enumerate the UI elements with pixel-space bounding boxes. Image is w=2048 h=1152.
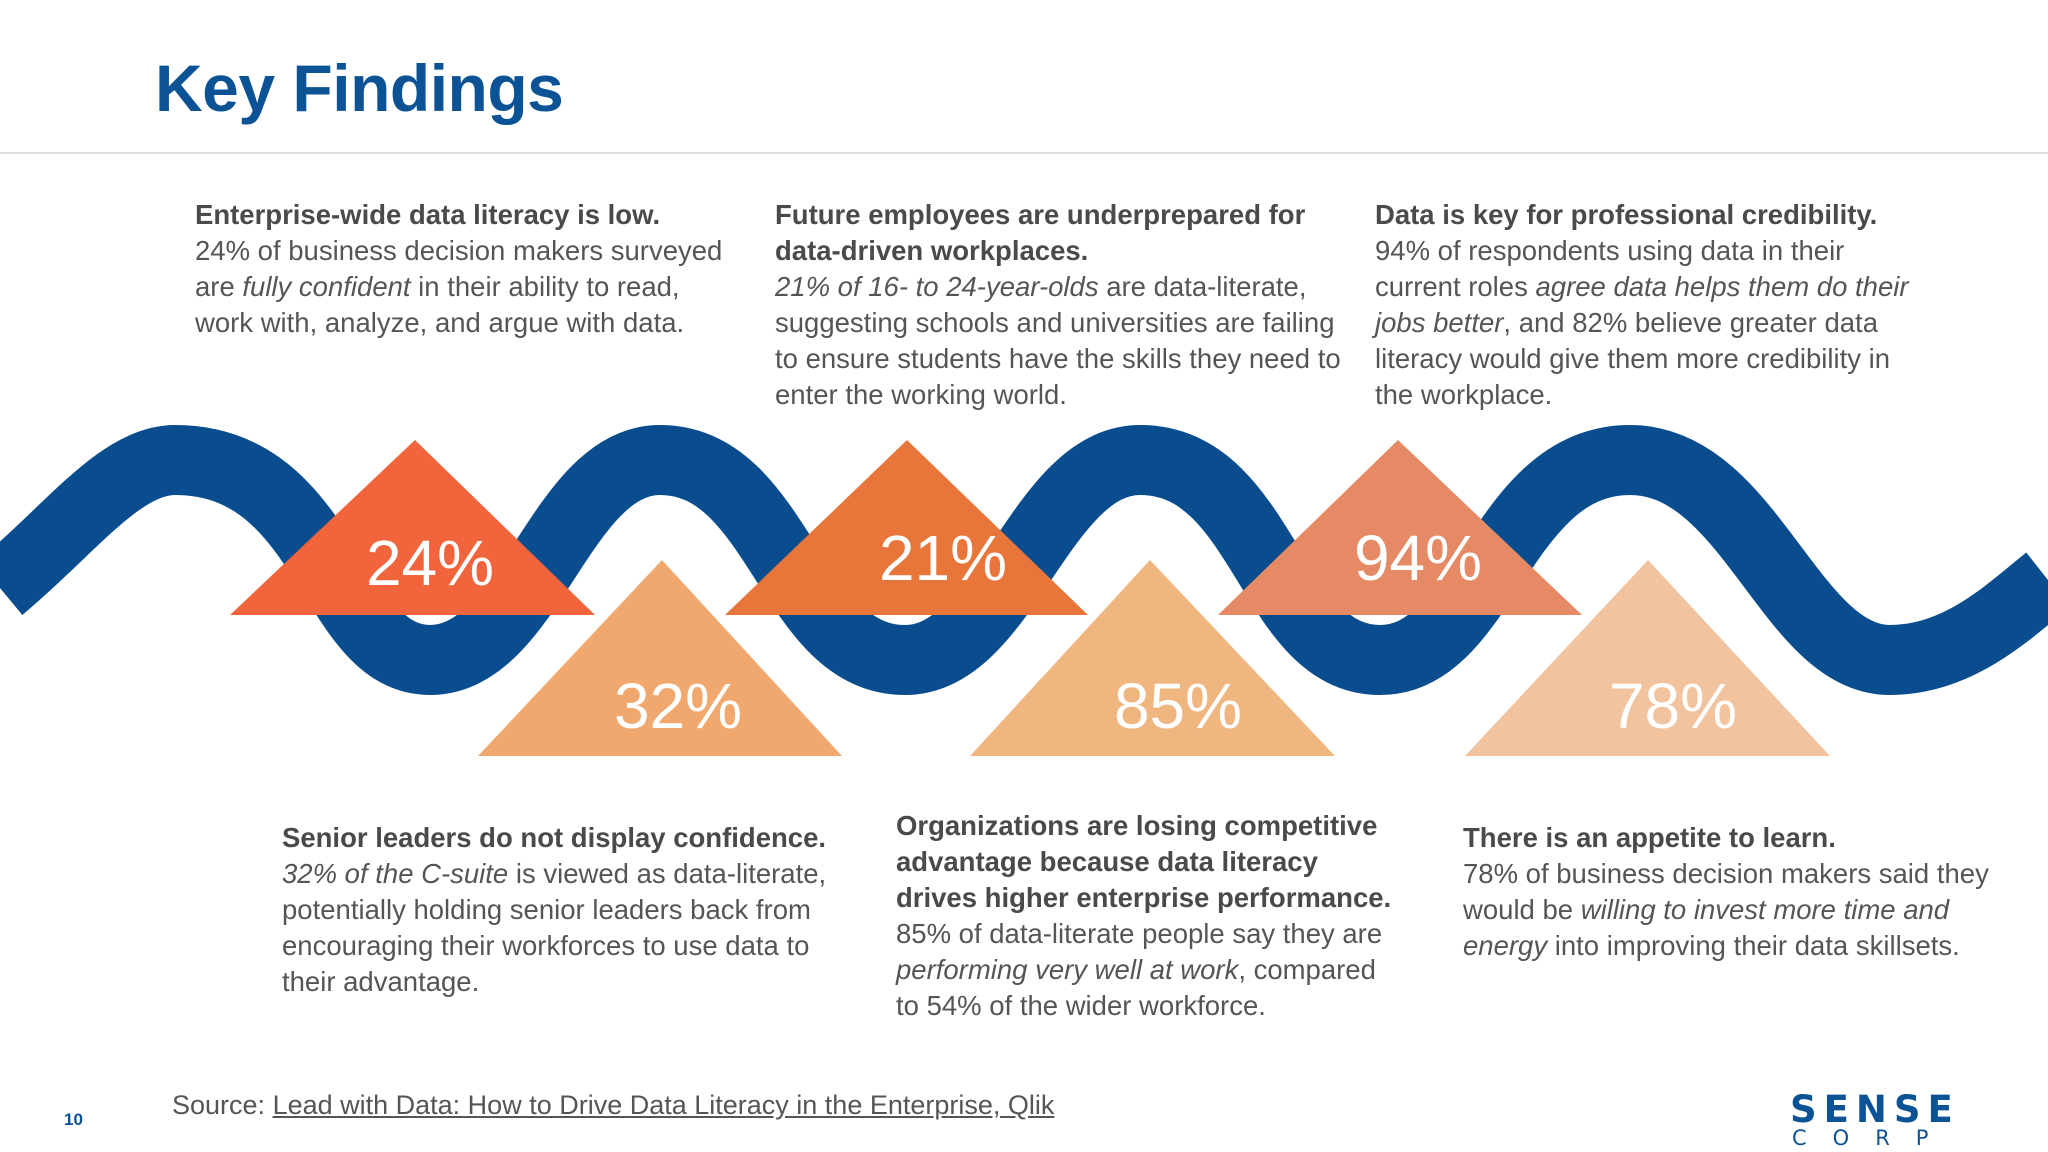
triangle-78-shape (1465, 560, 1830, 756)
finding-body: 21% of 16- to 24-year-olds are data-lite… (775, 269, 1345, 413)
triangle-78: 78% (1465, 560, 1830, 756)
stat-32: 32% (614, 670, 742, 742)
finding-future-employees: Future employees are underprepared for d… (775, 197, 1345, 413)
finding-text: in their ability to read, work with, ana… (195, 271, 685, 338)
triangle-21: 21% (725, 440, 1088, 615)
stat-85: 85% (1114, 670, 1242, 742)
stat-24: 24% (366, 527, 494, 599)
findings-wave-graphic: 24% 32% 21% 85% 94% 78% (0, 424, 2048, 756)
finding-heading: Enterprise-wide data literacy is low. (195, 199, 661, 230)
finding-body: 32% of the C-suite is viewed as data-lit… (282, 856, 842, 1000)
finding-text: is viewed as data-literate, potentially … (282, 858, 827, 997)
finding-body: 94% of respondents using data in their c… (1375, 233, 1935, 413)
triangle-85: 85% (970, 560, 1335, 756)
finding-emphasis: 21% of 16- to 24-year-olds (775, 271, 1099, 302)
triangle-32: 32% (478, 560, 842, 756)
finding-heading: Organizations are losing competitive adv… (896, 810, 1392, 913)
triangle-94-shape (1218, 440, 1582, 615)
triangle-32-shape (478, 560, 842, 756)
triangle-21-shape (725, 440, 1088, 615)
source-citation: Source: Lead with Data: How to Drive Dat… (172, 1090, 1054, 1121)
triangle-85-shape (970, 560, 1335, 756)
finding-body: 78% of business decision makers said the… (1463, 856, 2003, 964)
finding-body: 24% of business decision makers surveyed… (195, 233, 735, 341)
page-number: 10 (64, 1110, 83, 1129)
finding-text: 78% of business decision makers said the… (1463, 858, 1989, 925)
finding-heading: Future employees are underprepared for d… (775, 199, 1306, 266)
finding-text: 24% of business decision makers surveyed… (195, 235, 723, 302)
source-label: Source: (172, 1090, 273, 1120)
title-divider (0, 152, 2048, 154)
stat-21: 21% (879, 522, 1007, 594)
finding-emphasis: agree data helps them do their jobs bett… (1375, 271, 1909, 338)
stat-78: 78% (1609, 670, 1737, 742)
finding-heading: There is an appetite to learn. (1463, 822, 1836, 853)
triangle-24-shape (230, 440, 595, 615)
finding-text: , and 82% believe greater data literacy … (1375, 307, 1891, 410)
sense-corp-logo: SENSE CORP (1790, 1088, 2002, 1149)
finding-data-literacy-low: Enterprise-wide data literacy is low. 24… (195, 197, 735, 341)
finding-emphasis: willing to invest more time and energy (1463, 894, 1950, 961)
finding-text: 85% of data-literate people say they are (896, 918, 1383, 949)
finding-text: are data-literate, suggesting schools an… (775, 271, 1341, 410)
logo-wordmark-bottom: CORP (1792, 1126, 1955, 1150)
finding-competitive-advantage: Organizations are losing competitive adv… (896, 808, 1406, 1024)
source-link[interactable]: Lead with Data: How to Drive Data Litera… (272, 1090, 1055, 1120)
finding-text: into improving their data skillsets. (1547, 930, 1960, 961)
finding-text: , compared to 54% of the wider workforce… (896, 954, 1376, 1021)
finding-heading: Senior leaders do not display confidence… (282, 822, 827, 853)
finding-appetite-to-learn: There is an appetite to learn. 78% of bu… (1463, 820, 2003, 964)
stat-94: 94% (1354, 522, 1482, 594)
triangle-94: 94% (1218, 440, 1582, 615)
finding-body: 85% of data-literate people say they are… (896, 916, 1406, 1024)
finding-emphasis: fully confident (242, 271, 411, 302)
triangle-24: 24% (230, 440, 595, 615)
logo-wordmark-top: SENSE (1790, 1088, 1960, 1131)
finding-senior-leaders: Senior leaders do not display confidence… (282, 820, 842, 1000)
finding-heading: Data is key for professional credibility… (1375, 199, 1878, 230)
finding-professional-credibility: Data is key for professional credibility… (1375, 197, 1935, 413)
finding-emphasis: performing very well at work (896, 954, 1239, 985)
finding-text: 94% of respondents using data in their c… (1375, 235, 1845, 302)
slide-title: Key Findings (155, 51, 564, 125)
finding-emphasis: 32% of the C-suite (282, 858, 509, 889)
